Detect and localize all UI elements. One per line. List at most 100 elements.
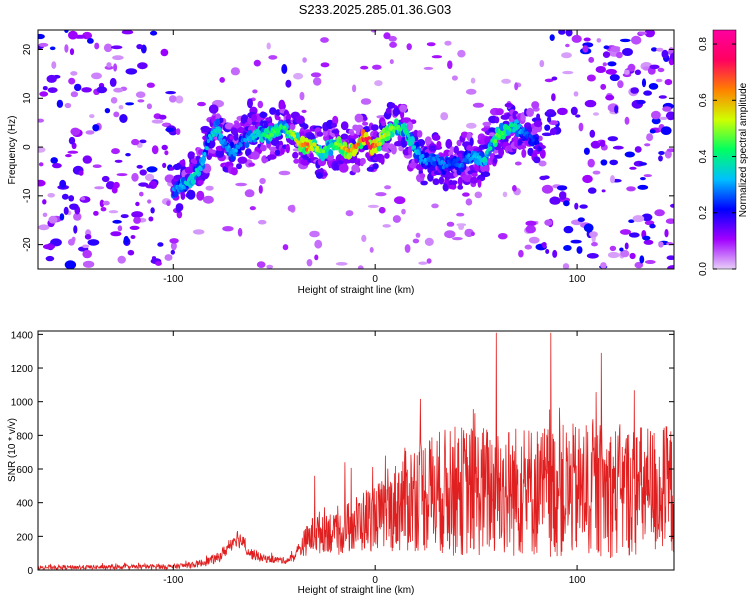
spectrogram-cell — [336, 160, 344, 165]
spectrogram-cell — [420, 180, 428, 186]
spectrogram-cell — [591, 242, 598, 247]
spectrogram-cell — [203, 152, 207, 156]
spectrogram-cell — [457, 49, 466, 58]
spectrogram-cell — [257, 219, 267, 225]
spectrogram-cell — [533, 120, 543, 128]
spectrogram-cell — [182, 185, 186, 190]
spectrogram-cell — [631, 35, 642, 45]
spectrogram-cell — [412, 238, 420, 244]
spectrogram-cell — [306, 259, 313, 267]
spectrogram-cell — [68, 77, 76, 85]
spectrogram-cell — [638, 162, 648, 166]
spectrogram-cell — [263, 122, 269, 129]
spectrogram-cell — [436, 140, 442, 149]
spectrogram-cell — [202, 160, 206, 164]
spectrogram-cell — [392, 215, 401, 223]
spectrogram-cell — [239, 143, 243, 148]
spectrogram-cell — [166, 200, 171, 207]
spectrogram-cell — [340, 133, 349, 140]
snr-y-tick-label: 400 — [16, 499, 33, 510]
spectrogram-cell — [642, 235, 651, 241]
spectrogram-cell — [209, 136, 213, 141]
spectrogram-y-tick-label: 20 — [22, 44, 33, 56]
spectrogram-y-tick-label: -10 — [22, 188, 33, 203]
spectrogram-cell — [440, 159, 444, 164]
spectrogram-cell — [38, 224, 50, 231]
spectrogram-cell — [531, 138, 535, 142]
spectrogram-cell — [583, 223, 594, 233]
spectrogram-cell — [600, 83, 607, 90]
spectrogram-cell — [544, 124, 551, 131]
spectrogram-cell — [264, 158, 269, 163]
spectrogram-cell — [106, 62, 112, 68]
spectrogram-cell — [117, 225, 123, 232]
spectrogram-cell — [135, 201, 140, 207]
spectrogram-cell — [629, 166, 637, 170]
spectrogram-cell — [600, 159, 608, 166]
spectrogram-cell — [274, 127, 278, 132]
spectrogram-cell — [482, 121, 492, 127]
spectrogram-cell — [418, 261, 428, 265]
spectrogram-cell — [165, 127, 175, 132]
spectrogram-cell — [109, 77, 117, 87]
spectrogram-cell — [279, 101, 285, 111]
snr-y-tick-label: 1000 — [11, 398, 34, 409]
spectrogram-cell — [544, 219, 553, 226]
spectrogram-cell — [516, 145, 527, 150]
spectrogram-cell — [471, 172, 478, 178]
spectrogram-cell — [494, 116, 500, 124]
spectrogram-cell — [404, 244, 411, 253]
spectrogram-cell — [574, 202, 579, 210]
spectrogram-cell — [642, 66, 650, 71]
spectrogram-cell — [603, 45, 610, 50]
spectrogram-cell — [586, 253, 599, 259]
spectrogram-cell — [649, 129, 656, 134]
spectrogram-cell — [445, 163, 449, 168]
spectrogram-cell — [47, 193, 55, 198]
spectrogram-cell — [59, 213, 65, 221]
spectrogram-cell — [563, 225, 574, 234]
spectrogram-cell — [632, 215, 645, 223]
spectrogram-cell — [332, 115, 339, 126]
spectrogram-cell — [644, 143, 651, 147]
spectrogram-cell — [136, 164, 143, 169]
spectrogram-cell — [81, 87, 92, 93]
spectrogram-cell — [211, 133, 215, 138]
spectrogram-cell — [512, 185, 517, 192]
spectrogram-cell — [162, 162, 167, 168]
spectrogram-cell — [421, 154, 425, 158]
spectrogram-cell — [219, 77, 225, 83]
spectrogram-y-tick-label: -20 — [22, 237, 33, 252]
spectrogram-cell — [452, 237, 463, 241]
spectrogram-cell — [220, 134, 224, 139]
spectrogram-cell — [417, 151, 421, 156]
spectrogram-cell — [617, 80, 624, 89]
spectrogram-cell — [389, 41, 397, 48]
spectrogram-cell — [160, 48, 169, 57]
spectrogram-cell — [458, 223, 465, 230]
spectrogram-cell — [74, 83, 82, 92]
spectrogram-cell — [514, 161, 522, 166]
spectrogram-cell — [285, 79, 292, 88]
spectrogram-cell — [502, 191, 508, 198]
spectrogram-cell — [435, 154, 439, 159]
spectrogram-cell — [278, 170, 291, 176]
spectrogram-cell — [287, 205, 295, 212]
spectrogram-cell — [103, 43, 113, 53]
spectrogram-cell — [169, 95, 177, 103]
spectrogram-cell — [335, 262, 348, 266]
spectrogram-cell — [561, 52, 572, 59]
spectrogram-cell — [302, 57, 307, 63]
spectrogram-cell — [549, 196, 561, 205]
spectrogram-cell — [472, 102, 484, 108]
spectrogram-cell — [423, 157, 427, 162]
spectrogram-cell — [197, 179, 204, 186]
spectrogram-cell — [504, 102, 514, 108]
spectrogram-cell — [528, 236, 540, 244]
spectrogram-cell — [619, 229, 632, 235]
spectrogram-cell — [139, 191, 144, 197]
spectrogram-cell — [138, 182, 149, 187]
spectrogram-cell — [179, 160, 185, 165]
spectrogram-cell — [173, 190, 179, 198]
